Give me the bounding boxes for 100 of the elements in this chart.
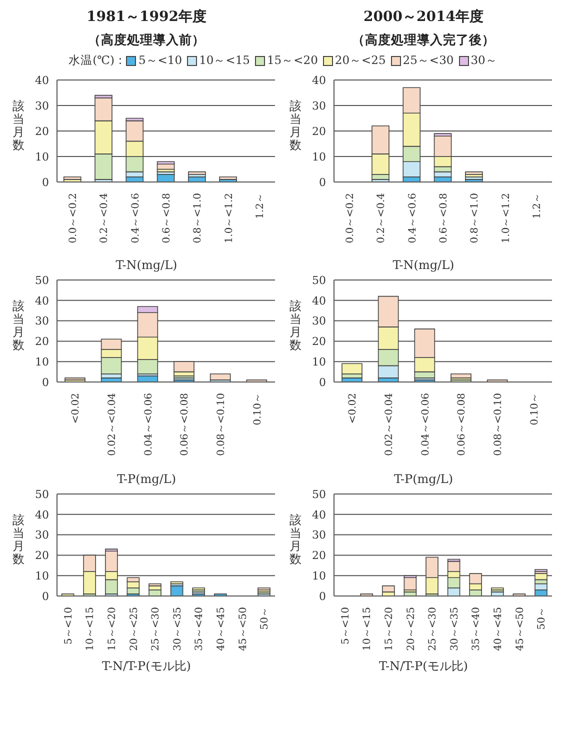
y-tick-label: 40 (34, 294, 48, 308)
legend-label: 20～<25 (334, 53, 386, 68)
bar (218, 176, 236, 180)
y-tick-label: 40 (312, 74, 326, 87)
chart-subtitle: （高度処理導入前） (87, 32, 206, 49)
legend-label: 30～ (470, 53, 498, 68)
x-tick-label: 0.06～<0.08 (456, 393, 468, 456)
y-tick-label: 10 (312, 150, 326, 164)
x-tick-label: 50～ (536, 607, 548, 630)
x-tick-label: 0.0～<0.2 (68, 193, 79, 244)
x-axis-title: T-P(mg/L) (116, 472, 176, 486)
y-tick-label: 30 (312, 99, 326, 112)
x-axis-title: T-N/T-P(モル比) (102, 658, 191, 675)
x-tick-label: 0.2～<0.4 (98, 193, 110, 244)
bar (403, 577, 416, 590)
y-tick-label: 40 (312, 294, 326, 308)
x-tick-label: 35～<40 (470, 607, 482, 651)
x-axis-title: T-N(mg/L) (392, 258, 454, 272)
y-axis-title: 該当月数 (288, 513, 302, 566)
y-tick-label: 40 (312, 508, 326, 522)
legend-title: 水温(℃)： (68, 53, 126, 68)
y-tick-label: 10 (34, 150, 48, 164)
y-tick-label: 30 (312, 314, 326, 328)
y-axis-title: 該当月数 (288, 99, 302, 152)
x-tick-label: 40～<45 (216, 607, 226, 651)
chart-title: 1981～1992年度 (86, 8, 208, 26)
x-tick-label: 0.4～<0.6 (406, 193, 418, 244)
x-tick-label: 0.06～<0.08 (179, 393, 190, 456)
x-tick-label: 0.8～<1.0 (469, 193, 480, 244)
x-tick-label: 0.6～<0.8 (161, 193, 172, 244)
chart-subtitle: （高度処理導入完了後） (351, 32, 496, 49)
y-tick-label: 50 (312, 488, 326, 501)
y-tick-label: 10 (34, 356, 48, 369)
y-tick-label: 10 (312, 356, 326, 369)
y-tick-label: 50 (34, 488, 48, 501)
x-tick-label: 10～<15 (362, 607, 373, 651)
y-tick-label: 20 (34, 335, 48, 348)
y-tick-label: 30 (34, 99, 48, 112)
bar (381, 585, 394, 592)
x-tick-label: 5～<10 (340, 607, 351, 644)
x-tick-label: <0.02 (347, 393, 358, 424)
y-tick-label: 0 (318, 376, 326, 389)
bar (450, 373, 471, 378)
x-tick-label: 25～<30 (427, 607, 438, 651)
x-tick-label: 15～<20 (384, 607, 394, 651)
x-tick-label: 0.8～<1.0 (192, 193, 204, 244)
x-tick-label: 20～<25 (405, 607, 416, 651)
y-tick-label: 0 (318, 590, 326, 603)
x-tick-label: 1.0～<1.2 (223, 193, 234, 244)
bar (173, 361, 194, 372)
x-tick-label: 45～<50 (237, 607, 248, 651)
bar (148, 583, 161, 586)
x-tick-label: 0.08～<0.10 (216, 393, 226, 456)
x-tick-label: <0.02 (70, 393, 82, 424)
y-tick-label: 20 (312, 335, 326, 348)
y-axis-title: 該当月数 (12, 299, 26, 352)
y-tick-label: 30 (34, 528, 48, 542)
bar (62, 176, 81, 180)
x-tick-label: 0.02～<0.04 (106, 393, 118, 456)
y-tick-label: 50 (34, 274, 48, 287)
x-tick-label: 0.0～<0.2 (344, 193, 356, 244)
x-tick-label: 5～<10 (62, 607, 74, 644)
x-tick-label: 0.10～ (252, 393, 263, 426)
x-tick-label: 1.2～ (531, 193, 542, 219)
x-tick-label: 30～<35 (172, 607, 183, 651)
x-tick-label: 0.10～ (528, 393, 540, 426)
x-axis-title: T-N/T-P(モル比) (378, 658, 468, 675)
x-tick-label: 0.6～<0.8 (438, 193, 449, 244)
y-tick-label: 30 (34, 314, 48, 328)
chart-title: 2000～2014年度 (362, 8, 484, 26)
x-tick-label: 15～<20 (106, 607, 118, 651)
bar (341, 363, 362, 374)
x-tick-label: 10～<15 (84, 607, 96, 651)
x-tick-label: 35～<40 (194, 607, 205, 651)
legend-label: 25～<30 (402, 53, 454, 68)
y-tick-label: 20 (34, 124, 48, 138)
x-tick-label: 30～<35 (448, 607, 460, 651)
y-tick-label: 30 (312, 528, 326, 542)
x-tick-label: 0.02～<0.04 (384, 393, 394, 456)
y-tick-label: 0 (318, 176, 326, 189)
x-tick-label: 1.0～<1.2 (500, 193, 512, 244)
y-tick-label: 50 (312, 274, 326, 287)
x-axis-title: T-P(mg/L) (394, 472, 454, 486)
x-tick-label: 0.4～<0.6 (130, 193, 141, 244)
bar (209, 373, 230, 380)
y-tick-label: 0 (42, 590, 48, 603)
legend-label: 5～<10 (137, 53, 182, 68)
x-tick-label: 25～<30 (150, 607, 162, 651)
y-tick-label: 20 (34, 549, 48, 562)
x-tick-label: 0.04～<0.06 (142, 393, 154, 456)
x-tick-label: 50～ (259, 607, 270, 630)
bar (433, 171, 452, 178)
x-tick-label: 40～<45 (492, 607, 504, 651)
bar (188, 171, 206, 175)
x-tick-label: 45～<50 (514, 607, 526, 651)
y-tick-label: 40 (34, 74, 48, 87)
y-axis-title: 該当月数 (12, 513, 26, 566)
y-tick-label: 0 (42, 376, 48, 389)
x-tick-label: 0.08～<0.10 (492, 393, 504, 456)
x-tick-label: 20～<25 (128, 607, 140, 651)
